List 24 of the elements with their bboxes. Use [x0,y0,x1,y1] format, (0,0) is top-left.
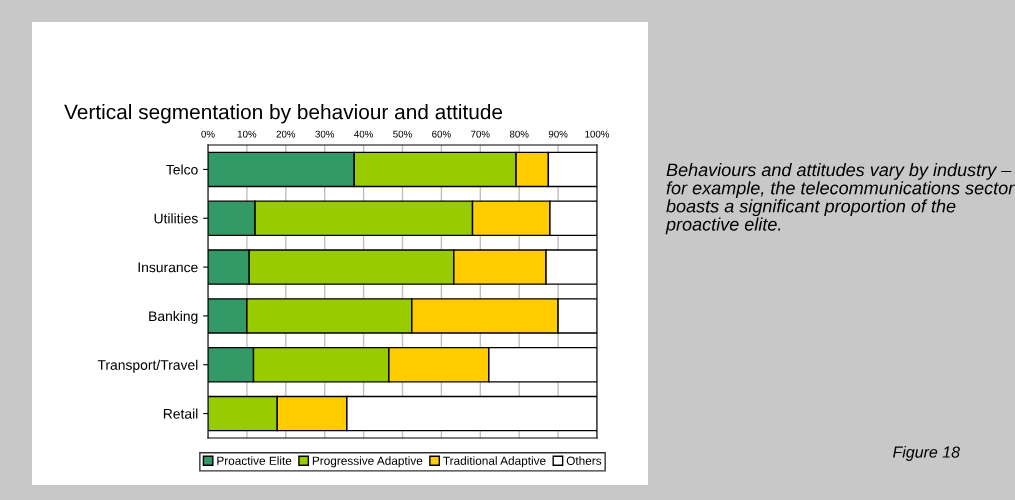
x-tick-label: 70% [471,130,490,138]
legend-label: Traditional Adaptive [443,456,546,468]
legend-label: Progressive Adaptive [312,456,423,468]
x-tick-label: 30% [315,130,335,138]
x-tick-label: 50% [393,130,412,138]
text: Behaviours and attitudes vary by industry – for example, the telecommunications sector boasts a significant proportion of the proactive elite. [665,163,1015,235]
x-tick-label: 0% [201,130,215,138]
y-tick-label: Utilities [154,213,198,224]
x-tick-label: 100% [585,130,610,138]
y-tick-label: Transport/Travel [97,359,198,373]
legend-label: Others [566,456,602,465]
x-tick-label: 40% [354,130,373,138]
x-tick-label: 60% [432,130,451,138]
caption: Figure 18 [893,446,960,461]
y-tick-label: Insurance [138,262,198,273]
legend-label: Proactive Elite [217,456,292,465]
chart-title: Vertical segmentation by behaviour and attitude [64,103,503,124]
x-tick-label: 90% [548,130,568,138]
y-tick-label: Banking [149,310,198,324]
x-tick-label: 80% [509,130,529,138]
y-tick-label: Retail [163,408,198,419]
x-tick-label: 20% [276,130,296,138]
y-tick-label: Telco [166,164,198,175]
x-tick-label: 10% [237,130,257,138]
